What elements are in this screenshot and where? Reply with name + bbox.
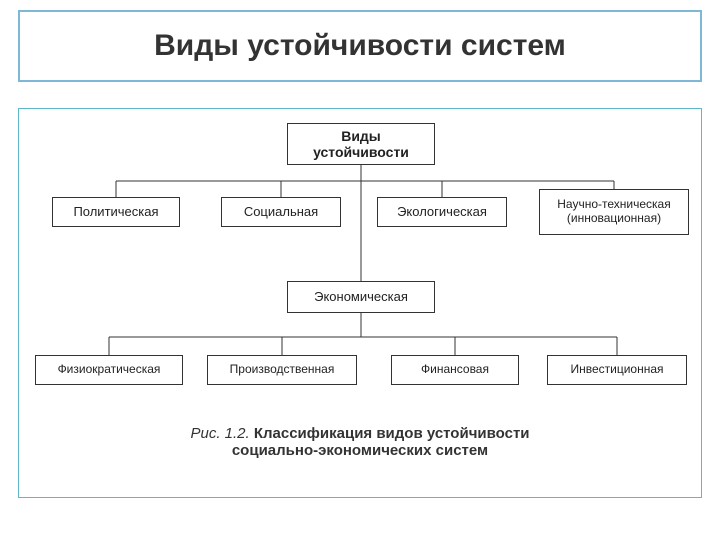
node-root: Видыустойчивости (287, 123, 435, 165)
diagram-frame: Рис. 1.2. Классификация видов устойчивос… (18, 108, 702, 498)
caption-prefix: Рис. 1.2. (190, 425, 253, 442)
node-eco: Экологическая (377, 197, 507, 227)
node-soc: Социальная (221, 197, 341, 227)
node-econ: Экономическая (287, 281, 435, 313)
page-title: Виды устойчивости систем (154, 29, 566, 63)
node-fin: Финансовая (391, 355, 519, 385)
page-title-box: Виды устойчивости систем (18, 10, 702, 82)
node-phys: Физиократическая (35, 355, 183, 385)
node-pol: Политическая (52, 197, 180, 227)
caption-line2: социально-экономических систем (232, 442, 488, 459)
node-sci: Научно-техническая(инновационная) (539, 189, 689, 235)
caption-line1: Классификация видов устойчивости (254, 425, 530, 442)
node-inv: Инвестиционная (547, 355, 687, 385)
node-prod: Производственная (207, 355, 357, 385)
figure-caption: Рис. 1.2. Классификация видов устойчивос… (19, 425, 701, 459)
